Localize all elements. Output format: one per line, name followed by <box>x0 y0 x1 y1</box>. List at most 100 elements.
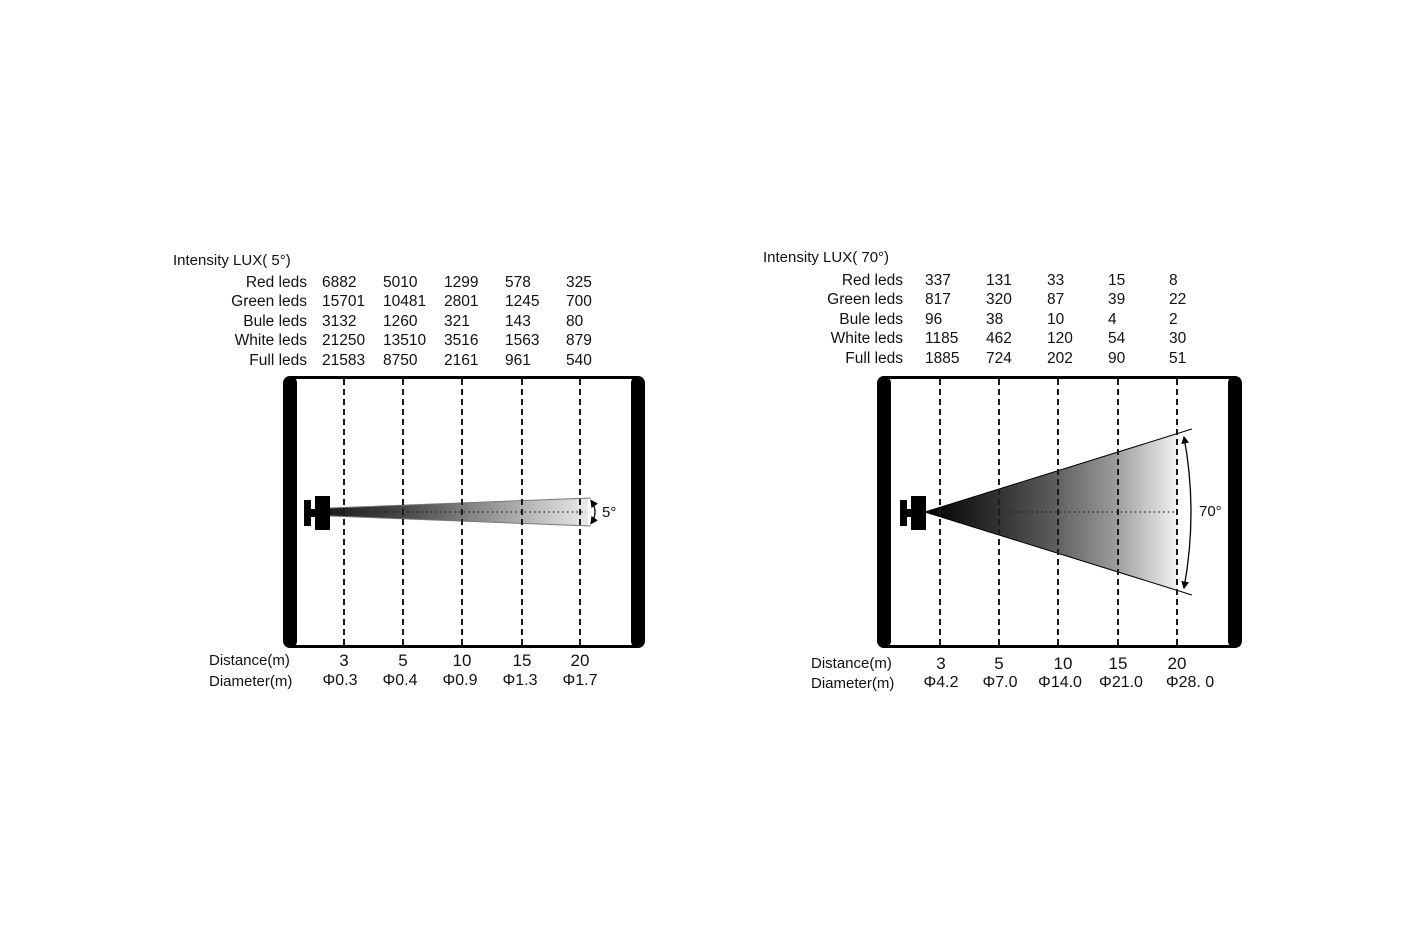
light-fixture-icon <box>900 496 926 530</box>
wall-bar-right <box>631 376 645 648</box>
intensity-value: 38 <box>986 310 1004 328</box>
intensity-value: 337 <box>925 272 951 289</box>
distance-value: 20 <box>570 651 590 670</box>
light-fixture-icon <box>304 496 330 530</box>
intensity-value: 21250 <box>322 332 366 350</box>
beam-angle-label: 5° <box>602 504 617 521</box>
intensity-table: Red leds 337 131 33 15 8 Green leds 817 … <box>775 271 1230 368</box>
distance-gridline-15m <box>1117 379 1119 645</box>
intensity-row-label: Bule leds <box>243 312 307 330</box>
intensity-value: 131 <box>986 272 1012 289</box>
beam-edge-line <box>329 515 592 527</box>
panel-title: Intensity LUX( 5°) <box>173 252 291 269</box>
intensity-value: 3132 <box>322 312 357 330</box>
wall-bar-left <box>877 376 891 648</box>
beam-overlay-svg <box>332 499 598 525</box>
intensity-value: 8750 <box>383 351 418 369</box>
intensity-row-label: Green leds <box>231 293 307 311</box>
distance-gridline-10m <box>461 379 463 645</box>
intensity-value: 22 <box>1169 291 1187 309</box>
diameter-value: Φ28. 0 <box>1165 674 1215 691</box>
diameter-value: Φ7.0 <box>982 674 1018 691</box>
intensity-value: 87 <box>1047 291 1065 309</box>
diameter-value: Φ21.0 <box>1099 674 1143 691</box>
intensity-value: 202 <box>1047 349 1073 367</box>
distance-value: 5 <box>398 651 408 670</box>
diameter-row-label: Diameter(m) <box>811 675 895 692</box>
beam-overlay-svg <box>928 435 1192 590</box>
intensity-value: 1563 <box>505 332 540 350</box>
intensity-row-label: Full leds <box>249 351 307 369</box>
intensity-value: 879 <box>566 332 592 350</box>
intensity-value: 1260 <box>383 312 418 330</box>
intensity-value: 33 <box>1047 272 1065 289</box>
diameter-row-label: Diameter(m) <box>209 673 293 690</box>
intensity-value: 8 <box>1169 272 1178 289</box>
intensity-value: 2801 <box>444 293 479 311</box>
intensity-value: 96 <box>925 310 943 328</box>
diameter-value: Φ14.0 <box>1038 674 1082 691</box>
beam-edge-line <box>329 497 592 509</box>
intensity-table: Red leds 6882 5010 1299 578 325 Green le… <box>172 273 627 370</box>
distance-value: 3 <box>339 651 349 670</box>
intensity-value: 320 <box>986 291 1012 309</box>
diameter-value: Φ1.3 <box>502 672 538 689</box>
distance-gridline-20m <box>1176 379 1178 645</box>
distance-value: 10 <box>1053 654 1073 673</box>
intensity-value: 724 <box>986 349 1012 367</box>
intensity-value: 462 <box>986 330 1012 348</box>
distance-gridline-15m <box>521 379 523 645</box>
diameter-value: Φ0.3 <box>322 672 358 689</box>
diameter-value: Φ4.2 <box>923 674 959 691</box>
intensity-value: 1299 <box>444 274 479 291</box>
angle-arc <box>590 499 598 525</box>
distance-gridline-20m <box>579 379 581 645</box>
intensity-value: 10 <box>1047 310 1065 328</box>
distance-row-label: Distance(m) <box>209 652 290 669</box>
beam-angle-label: 70° <box>1199 503 1222 520</box>
distance-gridline-3m <box>939 379 941 645</box>
distance-gridline-3m <box>343 379 345 645</box>
intensity-value: 5010 <box>383 274 418 291</box>
intensity-value: 39 <box>1108 291 1126 309</box>
intensity-value: 80 <box>566 312 584 330</box>
distance-value: 5 <box>994 654 1004 673</box>
intensity-row-label: White leds <box>234 332 307 350</box>
intensity-value: 30 <box>1169 330 1187 348</box>
intensity-value: 4 <box>1108 310 1117 328</box>
intensity-row-label: Red leds <box>245 274 307 291</box>
intensity-row-label: Bule leds <box>839 310 903 328</box>
intensity-value: 817 <box>925 291 951 309</box>
distance-gridline-10m <box>1057 379 1059 645</box>
intensity-row-label: White leds <box>830 330 903 348</box>
intensity-value: 1245 <box>505 293 540 311</box>
distance-value: 15 <box>1108 654 1128 673</box>
distance-value: 3 <box>936 654 946 673</box>
angle-arc <box>1181 435 1192 590</box>
intensity-value: 3516 <box>444 332 479 350</box>
intensity-value: 15 <box>1108 272 1126 289</box>
panel-title: Intensity LUX( 70°) <box>763 249 890 266</box>
intensity-value: 1885 <box>925 349 960 367</box>
diameter-value: Φ0.9 <box>442 672 478 689</box>
distance-value: 20 <box>1167 654 1187 673</box>
intensity-value: 10481 <box>383 293 427 311</box>
intensity-value: 325 <box>566 274 592 291</box>
distance-row-label: Distance(m) <box>811 655 892 672</box>
intensity-value: 540 <box>566 351 592 369</box>
intensity-value: 1185 <box>925 330 959 348</box>
intensity-value: 2 <box>1169 310 1178 328</box>
intensity-value: 6882 <box>322 274 357 291</box>
intensity-value: 961 <box>505 351 531 369</box>
distance-value: 10 <box>452 651 472 670</box>
intensity-value: 321 <box>444 312 470 330</box>
intensity-value: 2161 <box>444 351 479 369</box>
wall-bar-right <box>1228 376 1242 648</box>
intensity-value: 15701 <box>322 293 366 311</box>
intensity-row-label: Red leds <box>841 272 903 289</box>
diameter-value: Φ1.7 <box>562 672 598 689</box>
intensity-row-label: Full leds <box>845 349 903 367</box>
intensity-value: 51 <box>1169 349 1187 367</box>
intensity-value: 578 <box>505 274 531 291</box>
